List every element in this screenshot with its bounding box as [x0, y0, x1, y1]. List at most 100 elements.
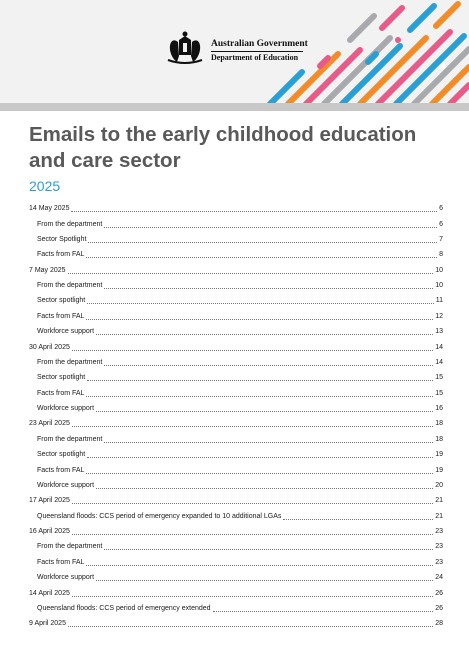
toc-leader-dots: [87, 379, 434, 382]
toc-entry[interactable]: 23 April 2025 18: [29, 416, 443, 431]
toc-entry[interactable]: 7 May 2025 10: [29, 263, 443, 278]
toc-leader-dots: [86, 564, 434, 566]
toc-entry-label: 30 April 2025: [29, 343, 70, 351]
toc-leader-dots: [104, 441, 434, 443]
header-banner: Australian Government Department of Educ…: [0, 0, 469, 108]
toc-subentry[interactable]: Queensland floods: CCS period of emergen…: [29, 601, 443, 616]
toc-subentry[interactable]: From the department 6: [29, 216, 443, 231]
toc-entry[interactable]: 17 April 2025 21: [29, 493, 443, 508]
toc-entry-label: From the department: [37, 282, 103, 290]
table-of-contents: 14 May 2025 6 From the department 6 Sector S…: [29, 201, 443, 632]
toc-leader-dots: [86, 472, 434, 474]
toc-leader-dots: [104, 364, 434, 366]
toc-page-number: 18: [435, 420, 443, 428]
toc-entry-label: From the department: [37, 358, 103, 366]
toc-entry[interactable]: 16 April 2025 23: [29, 524, 443, 539]
toc-subentry[interactable]: From the department 10: [29, 278, 443, 293]
toc-page-number: 21: [435, 497, 443, 505]
toc-leader-dots: [96, 487, 434, 489]
toc-page-number: 18: [435, 435, 443, 443]
toc-page-number: 20: [435, 481, 443, 489]
logo-department-text: Department of Education: [211, 53, 299, 62]
toc-page-number: 13: [435, 328, 443, 336]
toc-page-number: 12: [435, 312, 443, 320]
header-divider: [0, 103, 469, 111]
document-year: 2025: [29, 178, 61, 194]
toc-subentry[interactable]: From the department 18: [29, 432, 443, 447]
toc-subentry[interactable]: Facts from FAL 19: [29, 462, 443, 477]
toc-entry-label: From the department: [37, 220, 103, 228]
toc-page-number: 14: [435, 343, 443, 351]
toc-page-number: 23: [435, 528, 443, 536]
toc-page-number: 10: [435, 282, 443, 290]
toc-entry-label: Facts from FAL: [37, 251, 85, 259]
toc-leader-dots: [71, 502, 434, 505]
toc-subentry[interactable]: From the department 14: [29, 355, 443, 370]
toc-leader-dots: [96, 410, 434, 413]
toc-subentry[interactable]: Workforce support 16: [29, 401, 443, 416]
toc-subentry[interactable]: Facts from FAL 12: [29, 309, 443, 324]
toc-entry-label: Sector spotlight: [37, 374, 86, 382]
toc-leader-dots: [104, 226, 438, 228]
coat-of-arms-icon: [167, 31, 203, 64]
toc-subentry[interactable]: Sector Spotlight 7: [29, 232, 443, 247]
toc-leader-dots: [283, 518, 434, 520]
toc-subentry[interactable]: Facts from FAL 15: [29, 386, 443, 401]
toc-page-number: 15: [435, 389, 443, 397]
toc-page-number: 23: [435, 558, 443, 566]
toc-entry-label: 16 April 2025: [29, 528, 70, 536]
toc-entry-label: Workforce support: [37, 481, 95, 489]
toc-entry[interactable]: 14 April 2025 26: [29, 585, 443, 600]
toc-page-number: 6: [439, 205, 443, 213]
toc-subentry[interactable]: Facts from FAL 8: [29, 247, 443, 262]
toc-entry-label: Facts from FAL: [37, 558, 85, 566]
toc-page-number: 7: [439, 235, 443, 243]
toc-entry-label: Workforce support: [37, 405, 95, 413]
toc-page-number: 28: [435, 620, 443, 628]
logo-divider: [211, 51, 303, 52]
toc-entry-label: Facts from FAL: [37, 466, 85, 474]
toc-subentry[interactable]: Sector spotlight 11: [29, 293, 443, 308]
toc-leader-dots: [71, 349, 434, 351]
toc-subentry[interactable]: Workforce support 20: [29, 478, 443, 493]
toc-page-number: 24: [435, 574, 443, 582]
toc-page-number: 15: [435, 374, 443, 382]
toc-subentry[interactable]: Queensland floods: CCS period of emergen…: [29, 509, 443, 524]
toc-leader-dots: [71, 425, 434, 428]
toc-leader-dots: [212, 610, 434, 612]
toc-leader-dots: [96, 333, 434, 336]
toc-subentry[interactable]: Sector spotlight 19: [29, 447, 443, 462]
toc-leader-dots: [86, 256, 438, 259]
toc-entry-label: Sector spotlight: [37, 297, 86, 305]
toc-entry-label: Queensland floods: CCS period of emergen…: [37, 512, 282, 520]
toc-subentry[interactable]: From the department 23: [29, 539, 443, 554]
decorative-stripes: [267, 1, 469, 107]
toc-entry-label: Facts from FAL: [37, 389, 85, 397]
toc-leader-dots: [86, 395, 434, 397]
toc-leader-dots: [86, 318, 434, 320]
toc-page-number: 26: [435, 589, 443, 597]
toc-subentry[interactable]: Workforce support 24: [29, 570, 443, 585]
logo-government-text: Australian Government: [211, 39, 308, 49]
toc-entry-label: 9 April 2025: [29, 620, 66, 628]
toc-leader-dots: [71, 210, 438, 213]
toc-entry-label: 17 April 2025: [29, 497, 70, 505]
toc-subentry[interactable]: Sector spotlight 15: [29, 370, 443, 385]
toc-page-number: 14: [435, 358, 443, 366]
toc-leader-dots: [67, 625, 434, 628]
toc-leader-dots: [71, 533, 434, 536]
toc-page-number: 19: [435, 451, 443, 459]
toc-entry[interactable]: 14 May 2025 6: [29, 201, 443, 216]
toc-page-number: 8: [439, 251, 443, 259]
toc-page-number: 26: [435, 604, 443, 612]
toc-entry[interactable]: 30 April 2025 14: [29, 339, 443, 354]
toc-subentry[interactable]: Facts from FAL 23: [29, 555, 443, 570]
toc-page-number: 10: [435, 266, 443, 274]
toc-entry-label: Workforce support: [37, 574, 95, 582]
toc-page-number: 21: [435, 512, 443, 520]
toc-page-number: 19: [435, 466, 443, 474]
toc-page-number: 11: [435, 297, 443, 305]
toc-entry[interactable]: 9 April 2025 28: [29, 616, 443, 631]
toc-subentry[interactable]: Workforce support 13: [29, 324, 443, 339]
toc-leader-dots: [96, 579, 434, 582]
